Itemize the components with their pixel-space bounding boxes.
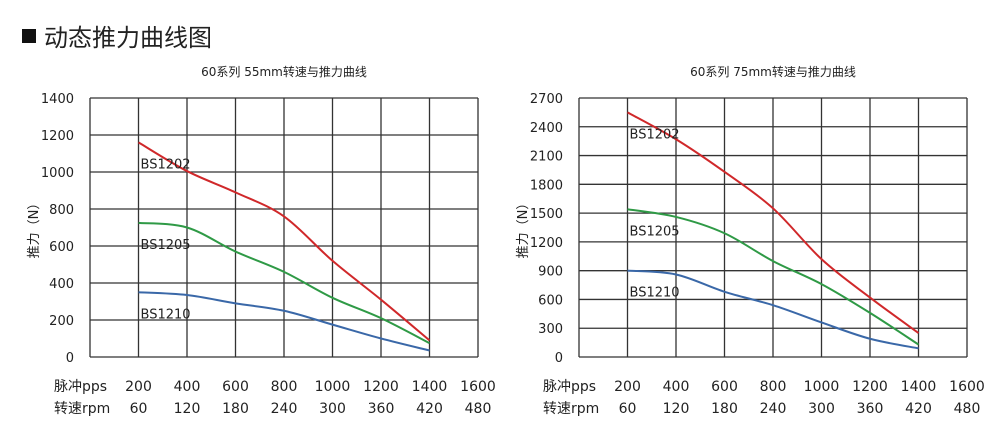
series-label-bs1202: BS1202	[630, 127, 680, 142]
series-label-bs1202: BS1202	[141, 157, 191, 172]
x-tick-label: 480	[954, 401, 981, 417]
y-tick-label: 300	[538, 322, 563, 337]
chart-title: 60系列 55mm转速与推力曲线	[201, 64, 367, 79]
x-tick-label: 420	[905, 401, 932, 417]
series-line-bs1210	[138, 291, 430, 352]
series-line-bs1205	[138, 221, 430, 345]
x-tick-label: 300	[319, 401, 346, 417]
series-line-bs1210	[627, 269, 919, 350]
x-tick-label: 200	[125, 379, 152, 395]
x-tick-label: 1000	[804, 379, 840, 395]
y-tick-label: 0	[66, 351, 74, 366]
x-tick-label: 800	[760, 379, 787, 395]
x-tick-label: 1000	[315, 379, 351, 395]
y-tick-label: 1400	[41, 92, 74, 107]
y-tick-label: 600	[49, 240, 74, 255]
page-heading: 动态推力曲线图	[22, 18, 212, 53]
x-tick-label: 1400	[412, 379, 448, 395]
x-tick-label: 480	[465, 401, 492, 417]
y-tick-label: 800	[49, 203, 74, 218]
x-tick-label: 180	[222, 401, 249, 417]
heading-text: 动态推力曲线图	[44, 24, 212, 52]
x-tick-label: 360	[857, 401, 884, 417]
y-tick-label: 2100	[530, 150, 563, 165]
x-tick-label: 240	[271, 401, 298, 417]
y-tick-label: 0	[555, 351, 563, 366]
x-tick-label: 60	[619, 401, 637, 417]
x-tick-label: 180	[711, 401, 738, 417]
x-tick-label: 420	[416, 401, 443, 417]
x-tick-label: 1600	[949, 379, 985, 395]
x-tick-label: 400	[174, 379, 201, 395]
x-tick-label: 120	[174, 401, 201, 417]
x-tick-label: 400	[663, 379, 690, 395]
x-tick-label: 240	[760, 401, 787, 417]
x-tick-label: 60	[130, 401, 148, 417]
series-label-bs1205: BS1205	[630, 224, 680, 239]
y-tick-label: 900	[538, 265, 563, 280]
x-tick-label: 200	[614, 379, 641, 395]
y-tick-label: 1200	[530, 236, 563, 251]
x-tick-label: 1600	[460, 379, 496, 395]
series-line-bs1205	[627, 208, 920, 346]
x-row-label: 转速rpm	[543, 401, 599, 417]
y-tick-label: 400	[49, 277, 74, 292]
x-tick-label: 600	[711, 379, 738, 395]
series-label-bs1210: BS1210	[630, 286, 680, 301]
y-tick-label: 2700	[530, 92, 563, 107]
y-axis-label: 推力（N）	[516, 197, 531, 259]
series-line-bs1202	[137, 141, 431, 342]
chart-1: 60系列 55mm转速与推力曲线 0 200 400 600 800 1000 1200 140…	[27, 64, 496, 417]
y-tick-label: 2400	[530, 121, 563, 136]
y-axis-label: 推力（N）	[27, 197, 42, 259]
x-tick-label: 360	[368, 401, 395, 417]
x-tick-label: 300	[808, 401, 835, 417]
chart-title: 60系列 75mm转速与推力曲线	[690, 64, 856, 79]
series-label-bs1205: BS1205	[141, 238, 191, 253]
x-tick-label: 800	[271, 379, 298, 395]
square-bullet-icon	[22, 28, 36, 43]
x-row-label: 脉冲pps	[543, 379, 596, 395]
x-tick-label: 1400	[901, 379, 937, 395]
x-row-label: 脉冲pps	[54, 379, 107, 395]
y-tick-label: 600	[538, 293, 563, 308]
x-tick-label: 1200	[363, 379, 399, 395]
y-tick-label: 1200	[41, 129, 74, 144]
y-tick-label: 1000	[41, 166, 74, 181]
x-tick-label: 1200	[852, 379, 888, 395]
y-tick-label: 1500	[530, 207, 563, 222]
y-tick-label: 1800	[530, 178, 563, 193]
x-row-label: 转速rpm	[54, 401, 110, 417]
chart-2: 60系列 75mm转速与推力曲线 0 300 600 900 1200 1500 1800 21…	[516, 64, 985, 417]
x-tick-label: 120	[663, 401, 690, 417]
series-line-bs1202	[627, 111, 920, 334]
y-tick-label: 200	[49, 314, 74, 329]
x-tick-label: 600	[222, 379, 249, 395]
series-label-bs1210: BS1210	[141, 307, 191, 322]
